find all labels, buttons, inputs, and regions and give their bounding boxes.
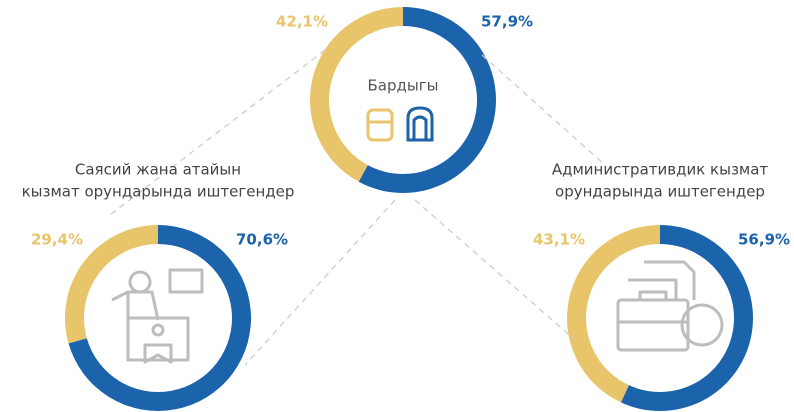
donut-title: кызмат орундарында иштегендер [22, 183, 295, 201]
value-label: 57,9% [481, 13, 533, 31]
donut-segment [359, 7, 496, 193]
office-icon [618, 262, 722, 350]
value-label: 70,6% [236, 231, 288, 249]
donut-title: Бардыгы [368, 77, 439, 95]
value-label: 56,9% [738, 231, 790, 249]
total-icons [368, 108, 432, 140]
donut-segment [567, 225, 660, 402]
value-label: 29,4% [31, 231, 83, 249]
donut-title: Административдик кызмат [552, 161, 769, 179]
infographic: 57,9% 42,1% Бардыгы 70,6% 29,4% Саясий жана а… [0, 0, 794, 412]
donut-chart [567, 225, 753, 411]
value-label: 43,1% [533, 231, 585, 249]
donut-title: Саясий жана атайын [75, 161, 241, 179]
donut-chart [310, 7, 496, 193]
value-label: 42,1% [276, 13, 328, 31]
politician-icon [112, 270, 202, 362]
donut-title: орундарында иштегендер [555, 183, 765, 201]
